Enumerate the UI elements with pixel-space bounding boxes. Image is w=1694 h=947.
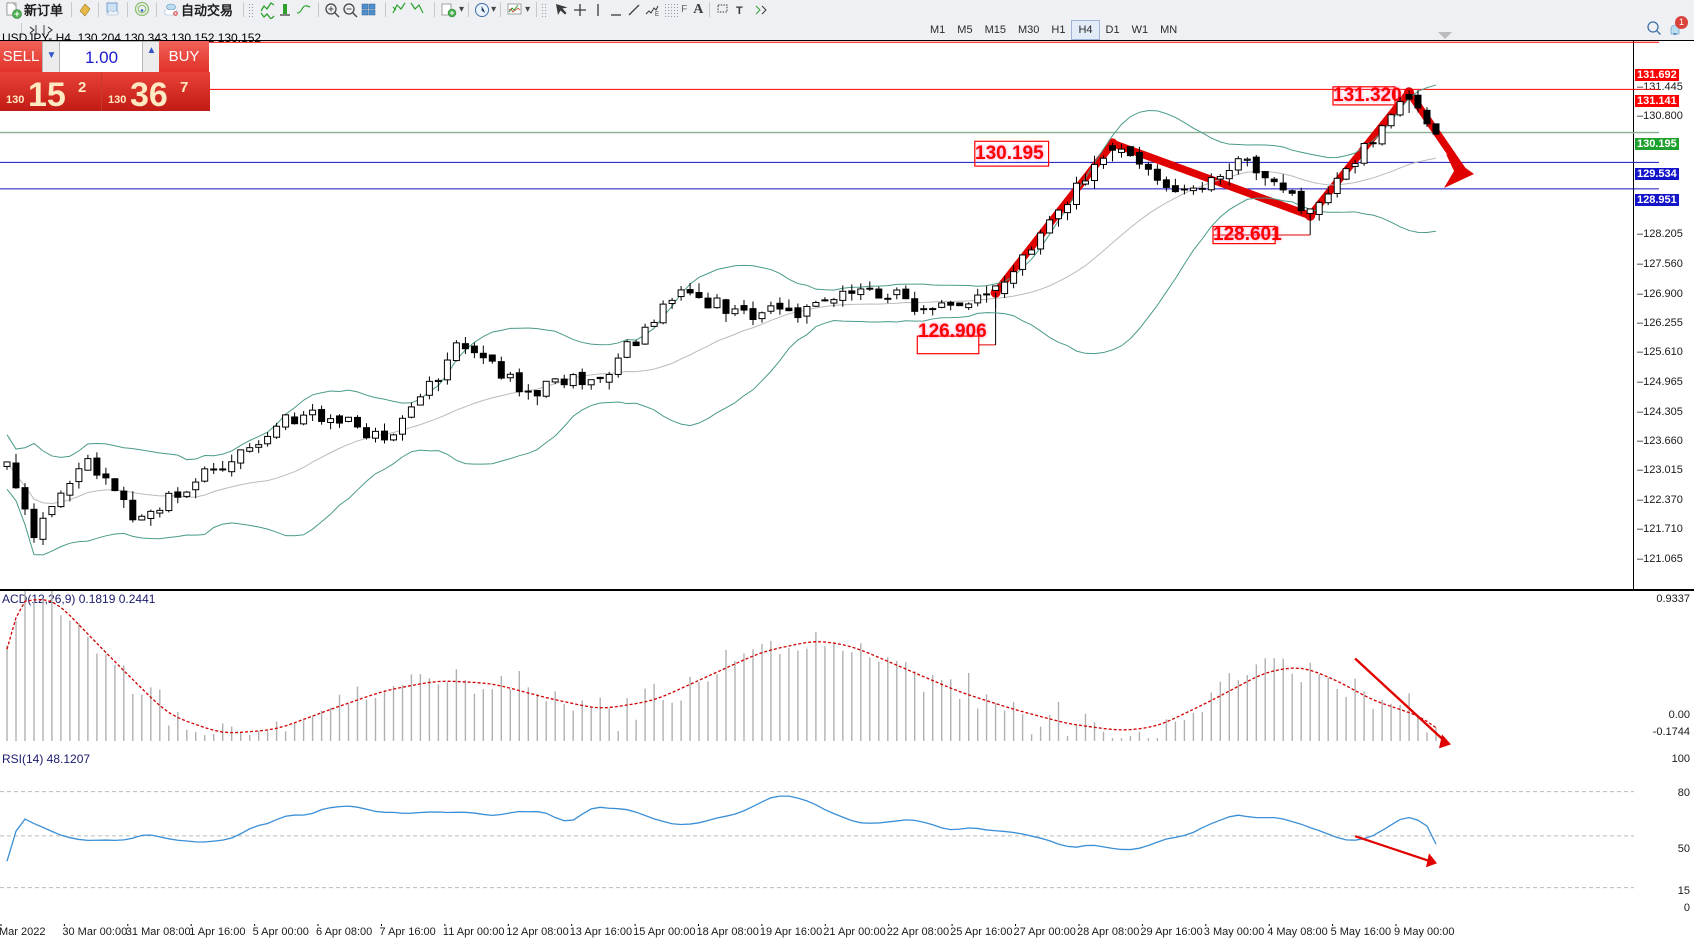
svg-text:131.320: 131.320	[1333, 85, 1402, 106]
svg-text:130.195: 130.195	[975, 143, 1044, 164]
svg-text:E: E	[655, 12, 659, 18]
svg-text:128.601: 128.601	[1213, 224, 1282, 245]
svg-text:126.906: 126.906	[918, 321, 987, 342]
svg-text:T: T	[736, 5, 743, 17]
